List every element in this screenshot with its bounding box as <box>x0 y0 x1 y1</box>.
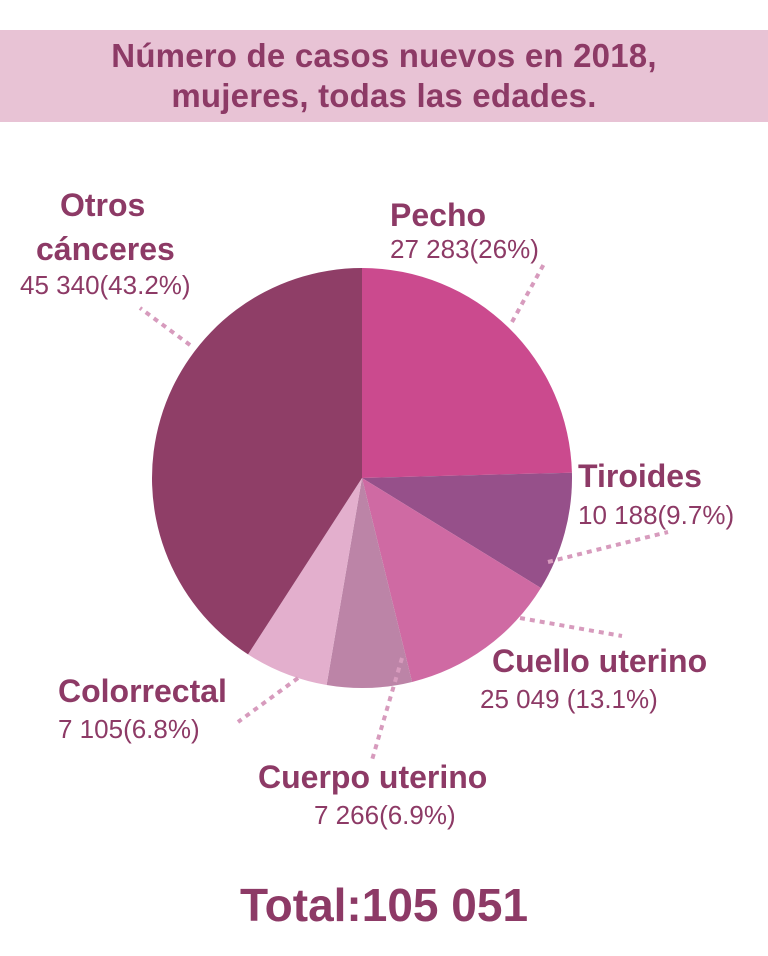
title-band: Número de casos nuevos en 2018, mujeres,… <box>0 30 768 122</box>
pie-slice-cuerpo-uterino <box>326 478 413 689</box>
pie-slice-cuello-uterino <box>362 478 541 682</box>
slice-value-label: 25 049 (13.1%) <box>480 684 658 714</box>
slice-name-label: Colorrectal <box>58 673 227 709</box>
pie-slices <box>152 268 572 689</box>
leader-line <box>138 306 192 347</box>
slice-name-label: Pecho <box>390 197 486 233</box>
leader-line <box>236 676 300 724</box>
slice-name-label: Tiroides <box>578 458 702 494</box>
pie-slice-pecho <box>362 268 572 478</box>
slice-name-label: Cuello uterino <box>492 643 707 679</box>
leader-line <box>370 657 404 761</box>
total-label: Total:105 051 <box>239 879 529 931</box>
slice-name-label: cánceres <box>36 231 175 267</box>
pie-slice-colorrectal <box>248 478 362 685</box>
slice-value-label: 10 188(9.7%) <box>578 500 734 530</box>
slice-name-label: Cuerpo uterino <box>258 759 487 795</box>
leader-line <box>547 530 669 564</box>
chart-title-line-1: Número de casos nuevos en 2018, <box>111 37 657 74</box>
leader-line <box>510 261 547 323</box>
slice-value-label: 45 340(43.2%) <box>20 270 191 300</box>
pie-slice-otros-c-nceres <box>152 268 362 655</box>
slice-value-label: 27 283(26%) <box>390 234 539 264</box>
leader-lines <box>138 261 669 761</box>
pie-slice-tiroides <box>362 472 572 589</box>
slice-name-label: Otros <box>60 187 145 223</box>
chart-title-line-2: mujeres, todas las edades. <box>171 77 597 114</box>
leader-line <box>519 616 623 638</box>
slice-value-label: 7 266(6.9%) <box>314 800 456 830</box>
slice-value-label: 7 105(6.8%) <box>58 714 200 744</box>
